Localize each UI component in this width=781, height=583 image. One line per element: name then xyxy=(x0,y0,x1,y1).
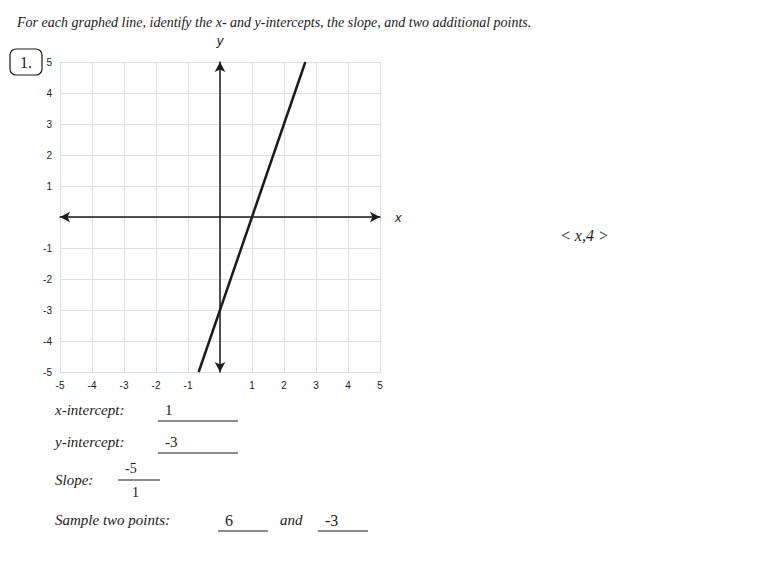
svg-text:x: x xyxy=(394,210,402,225)
svg-text:-1: -1 xyxy=(184,380,193,391)
svg-text:1: 1 xyxy=(132,485,139,500)
svg-text:y: y xyxy=(216,33,225,48)
svg-text:-5: -5 xyxy=(56,380,65,391)
svg-text:1: 1 xyxy=(46,181,52,192)
svg-text:Sample two points:: Sample two points: xyxy=(55,512,170,528)
svg-text:1: 1 xyxy=(249,380,255,391)
svg-text:x-intercept:: x-intercept: xyxy=(54,402,124,418)
svg-text:4: 4 xyxy=(345,380,351,391)
svg-text:and: and xyxy=(280,512,303,528)
svg-text:5: 5 xyxy=(46,57,52,68)
svg-text:-3: -3 xyxy=(43,305,52,316)
svg-text:1: 1 xyxy=(165,402,173,418)
svg-text:-2: -2 xyxy=(152,380,161,391)
svg-text:-5: -5 xyxy=(125,461,137,476)
svg-text:< x,4 >: < x,4 > xyxy=(560,227,609,244)
svg-text:1.: 1. xyxy=(20,54,32,71)
svg-text:-5: -5 xyxy=(43,367,52,378)
svg-text:3: 3 xyxy=(46,119,52,130)
svg-text:Slope:: Slope: xyxy=(55,472,93,488)
svg-text:-3: -3 xyxy=(325,512,338,529)
svg-text:2: 2 xyxy=(281,380,287,391)
svg-text:-1: -1 xyxy=(43,243,52,254)
svg-text:-2: -2 xyxy=(43,274,52,285)
svg-text:For each graphed line, identif: For each graphed line, identify the x- a… xyxy=(16,15,531,30)
svg-text:2: 2 xyxy=(46,150,52,161)
svg-text:4: 4 xyxy=(46,88,52,99)
svg-text:-4: -4 xyxy=(88,380,97,391)
svg-text:y-intercept:: y-intercept: xyxy=(53,434,124,450)
svg-text:-4: -4 xyxy=(43,336,52,347)
svg-text:-3: -3 xyxy=(165,434,178,450)
svg-text:3: 3 xyxy=(313,380,319,391)
svg-text:-3: -3 xyxy=(120,380,129,391)
svg-text:5: 5 xyxy=(377,380,383,391)
svg-text:6: 6 xyxy=(225,512,233,529)
